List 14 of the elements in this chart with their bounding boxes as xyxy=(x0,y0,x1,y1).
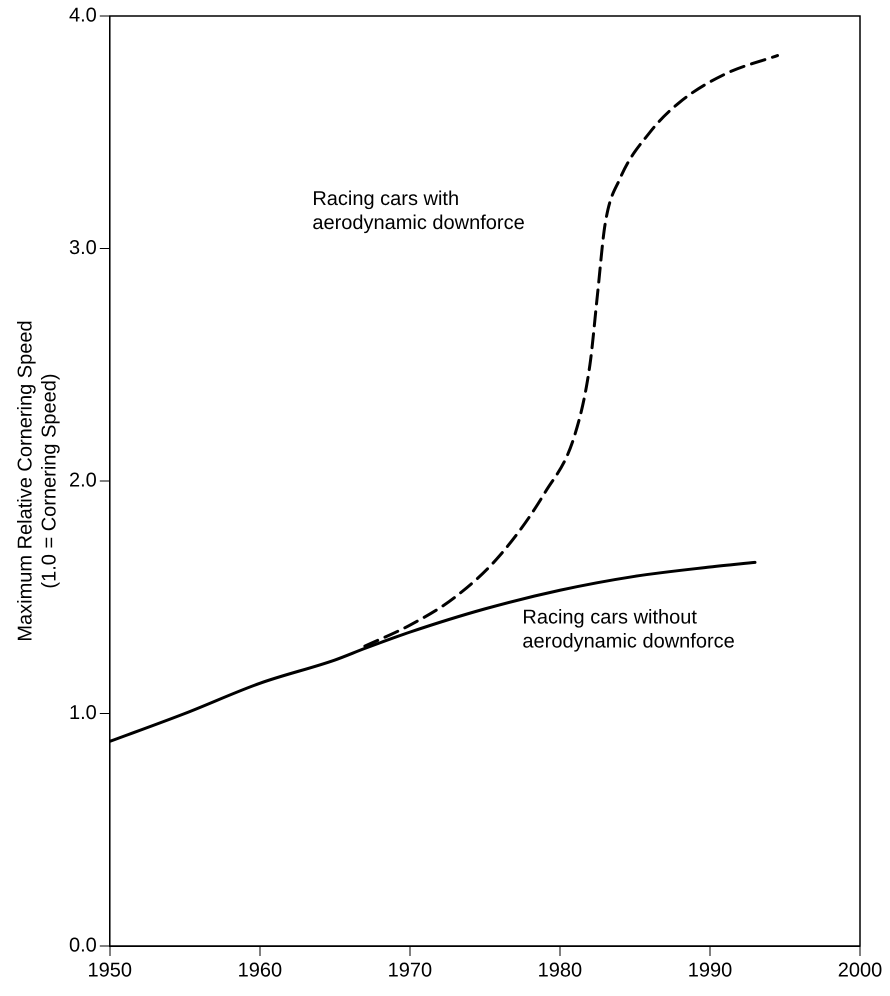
y-axis-title: Maximum Relative Cornering Speed (1.0 = Cornering Speed) xyxy=(14,320,61,642)
annotation: Racing cars with aerodynamic downforce xyxy=(312,188,525,234)
x-tick-label: 2000 xyxy=(838,960,882,982)
y-tick-label: 0.0 xyxy=(68,934,97,957)
y-tick-label: 4.0 xyxy=(68,4,97,27)
y-tick-label: 3.0 xyxy=(68,237,97,260)
x-tick-label: 1950 xyxy=(88,960,132,982)
x-tick-label: 1990 xyxy=(688,960,732,982)
annotation: Racing cars without aerodynamic downforce xyxy=(522,606,735,652)
x-tick-label: 1960 xyxy=(238,960,282,982)
y-tick-label: 1.0 xyxy=(68,702,97,724)
x-tick-label: 1980 xyxy=(538,960,582,982)
x-tick-label: 1970 xyxy=(388,960,432,982)
y-tick-label: 2.0 xyxy=(68,470,97,492)
